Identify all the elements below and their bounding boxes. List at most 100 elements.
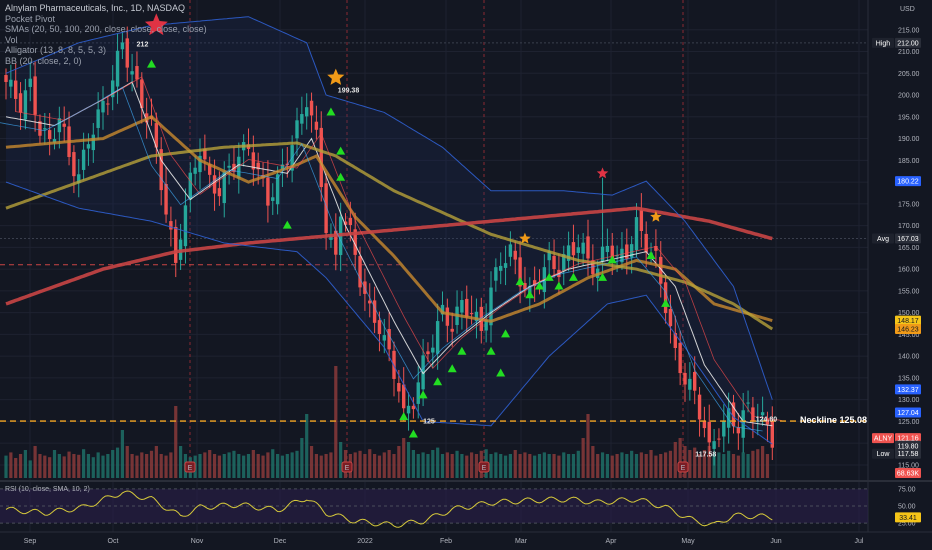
candle-body (343, 221, 348, 225)
price-label-value: 121.16 (897, 436, 919, 443)
candle-body (717, 438, 721, 440)
volume-bar (562, 452, 566, 478)
volume-bar (125, 446, 129, 478)
pocket-pivot-marker (525, 290, 535, 299)
volume-bar (251, 450, 255, 478)
candle-body (300, 114, 304, 124)
low-label-125: 125 (423, 418, 435, 425)
legend-indicator-smas[interactable]: SMAs (20, 50, 100, 200, close, close, cl… (5, 24, 207, 34)
candle-body (135, 66, 139, 80)
candle-body (4, 75, 8, 82)
price-label-value: 180.22 (897, 179, 919, 186)
candle-body (387, 329, 391, 350)
candle-body (513, 250, 517, 260)
volume-bar (460, 454, 464, 478)
volume-bar (474, 454, 479, 478)
volume-bar (542, 452, 546, 478)
candle-body (702, 421, 707, 429)
volume-bar (455, 450, 459, 478)
volume-bar (106, 454, 110, 478)
volume-bar (101, 455, 105, 478)
volume-bars (4, 366, 770, 478)
candle-body (450, 328, 454, 332)
candle-body (271, 197, 275, 201)
volume-bar (494, 452, 498, 478)
price-tick-label: 210.00 (898, 49, 920, 56)
candle-body (33, 76, 37, 115)
volume-bar (659, 454, 663, 478)
candle-body (663, 282, 668, 314)
candle-body (319, 127, 323, 188)
volume-label-box (895, 468, 921, 478)
candle-body (634, 217, 639, 251)
candle-body (712, 441, 716, 449)
volume-bar (736, 455, 740, 478)
volume-label-value: 68.63K (897, 471, 920, 478)
legend-indicator-pocket-pivot[interactable]: Pocket Pivot (5, 13, 56, 24)
candle-body (523, 283, 527, 290)
volume-bar (445, 452, 449, 478)
volume-bar (421, 452, 425, 478)
volume-bar (571, 454, 576, 478)
price-label-tag (872, 433, 894, 444)
bollinger-lower-line (5, 181, 773, 445)
candle-body (683, 372, 687, 385)
neckline-label: Neckline 125.08 (800, 415, 867, 425)
candle-body (610, 245, 614, 261)
volume-bar (397, 446, 401, 478)
candle-body (659, 256, 663, 284)
legend-indicator-vol[interactable]: Vol (5, 34, 18, 45)
volume-bar (765, 454, 770, 478)
pocket-pivot-marker (568, 272, 578, 281)
volume-bar (581, 438, 585, 478)
candle-body (673, 333, 677, 348)
volume-bar (731, 454, 736, 478)
price-label-value: 119.80 (898, 443, 919, 450)
peak-label-199: 199.38 (338, 88, 360, 95)
price-label-tag (872, 233, 894, 244)
candle-body (9, 79, 13, 87)
volume-bar (227, 452, 231, 478)
candle-body (760, 412, 765, 416)
price-label-box (895, 37, 921, 48)
candle-body (130, 71, 134, 75)
candle-body (625, 244, 629, 259)
sma100-line (5, 141, 774, 331)
volume-bar (290, 452, 294, 478)
candle-body (591, 260, 595, 275)
volume-bar (208, 450, 212, 478)
candle-body (615, 255, 619, 257)
candle-body (295, 120, 299, 139)
volume-bar (237, 454, 241, 478)
candle-body (28, 78, 32, 87)
candle-body (266, 177, 270, 206)
price-tick-label: 165.00 (898, 245, 920, 252)
candle-body (348, 217, 353, 226)
volume-bar (678, 438, 682, 478)
candle-body (707, 421, 711, 443)
volume-bar (567, 454, 571, 478)
candle-body (566, 245, 571, 261)
time-tick-label: May (681, 538, 695, 545)
candle-body (334, 230, 338, 255)
candle-body (72, 152, 76, 177)
price-tick-label: 125.00 (898, 419, 920, 426)
earnings-badge (478, 461, 490, 473)
legend-indicator-bb[interactable]: BB (20, close, 2, 0) (5, 55, 82, 66)
pocket-pivot-marker (661, 298, 671, 307)
rsi-line (5, 490, 773, 528)
volume-bar (664, 452, 668, 478)
volume-bar (368, 449, 372, 478)
price-label-box (895, 324, 921, 335)
peak-label-212: 212 (137, 41, 149, 48)
volume-bar (9, 452, 13, 478)
volume-bar (586, 414, 590, 478)
candle-body (668, 308, 673, 327)
star-marker (650, 210, 662, 222)
candle-body (91, 134, 95, 151)
volume-bar (222, 454, 226, 478)
volume-bar (309, 446, 314, 478)
legend-indicator-alligator[interactable]: Alligator (13, 8, 8, 5, 5, 3) (5, 45, 107, 55)
candle-body (329, 236, 333, 240)
